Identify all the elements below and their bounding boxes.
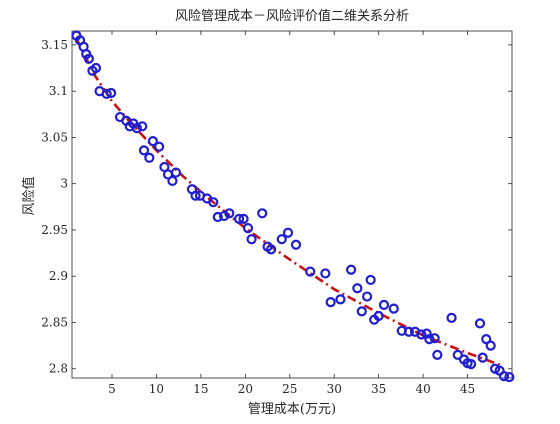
data-point <box>242 222 254 234</box>
y-tick-label: 2.85 <box>41 315 68 329</box>
x-axis-label: 管理成本(万元) <box>248 402 336 417</box>
data-point <box>234 213 245 224</box>
data-point <box>356 306 367 317</box>
data-point <box>167 175 178 187</box>
data-point <box>416 329 427 340</box>
data-point <box>106 87 117 99</box>
data-point <box>362 291 373 302</box>
plot-frame <box>71 30 513 379</box>
data-point <box>246 234 257 245</box>
data-point <box>101 88 112 100</box>
data-point <box>352 283 363 294</box>
y-tick-label: 3 <box>60 177 68 191</box>
data-point <box>238 213 249 224</box>
data-point <box>466 359 477 370</box>
data-point <box>365 274 376 286</box>
data-point <box>446 312 457 323</box>
x-tick-label: 20 <box>238 382 253 396</box>
data-point <box>137 121 148 132</box>
data-point <box>424 334 435 345</box>
x-tick-label: 15 <box>193 382 208 396</box>
data-point <box>335 294 346 305</box>
data-point <box>170 167 182 178</box>
data-point <box>504 371 515 383</box>
data-point <box>485 340 496 351</box>
data-point <box>452 349 463 360</box>
data-point <box>257 208 268 219</box>
y-tick-label: 2.95 <box>41 223 68 237</box>
y-tick-label: 3.15 <box>41 38 68 52</box>
data-point <box>208 197 219 208</box>
data-point <box>147 136 158 147</box>
data-point <box>477 352 488 363</box>
data-point <box>373 310 384 322</box>
data-point <box>190 190 201 201</box>
y-axis-label: 风险值 <box>21 176 37 215</box>
data-point <box>224 208 235 219</box>
x-tick-label: 30 <box>327 382 342 396</box>
data-point <box>90 62 102 74</box>
y-tick-label: 3.05 <box>41 130 68 144</box>
chart-title: 风险管理成本－风险评价值二维关系分析 <box>175 8 409 24</box>
data-point <box>212 211 223 223</box>
x-tick-label: 40 <box>415 382 430 396</box>
data-point <box>144 152 155 163</box>
y-tick-label: 2.8 <box>49 362 68 376</box>
x-tick-label: 25 <box>282 382 297 396</box>
x-tick-label: 45 <box>460 382 475 396</box>
data-point <box>282 227 294 238</box>
data-point <box>290 239 302 250</box>
y-tick-label: 3.1 <box>49 84 68 98</box>
data-point <box>276 234 287 245</box>
fit-curve <box>75 37 504 368</box>
data-point <box>320 268 331 279</box>
data-point <box>403 326 414 337</box>
y-tick-label: 2.9 <box>49 269 68 283</box>
data-point <box>378 299 390 310</box>
data-point <box>388 303 399 314</box>
data-point <box>498 371 510 382</box>
data-point <box>305 266 316 277</box>
data-point <box>138 145 150 156</box>
data-point <box>429 333 440 344</box>
data-point <box>154 141 165 152</box>
x-tick-label: 10 <box>149 382 164 396</box>
data-point <box>266 244 277 255</box>
x-tick-label: 5 <box>108 382 116 396</box>
data-point <box>474 318 486 329</box>
data-point <box>325 297 336 308</box>
data-point <box>83 53 94 64</box>
data-point <box>432 349 443 360</box>
data-point <box>346 264 357 275</box>
data-point <box>131 123 142 134</box>
x-tick-label: 35 <box>371 382 386 396</box>
